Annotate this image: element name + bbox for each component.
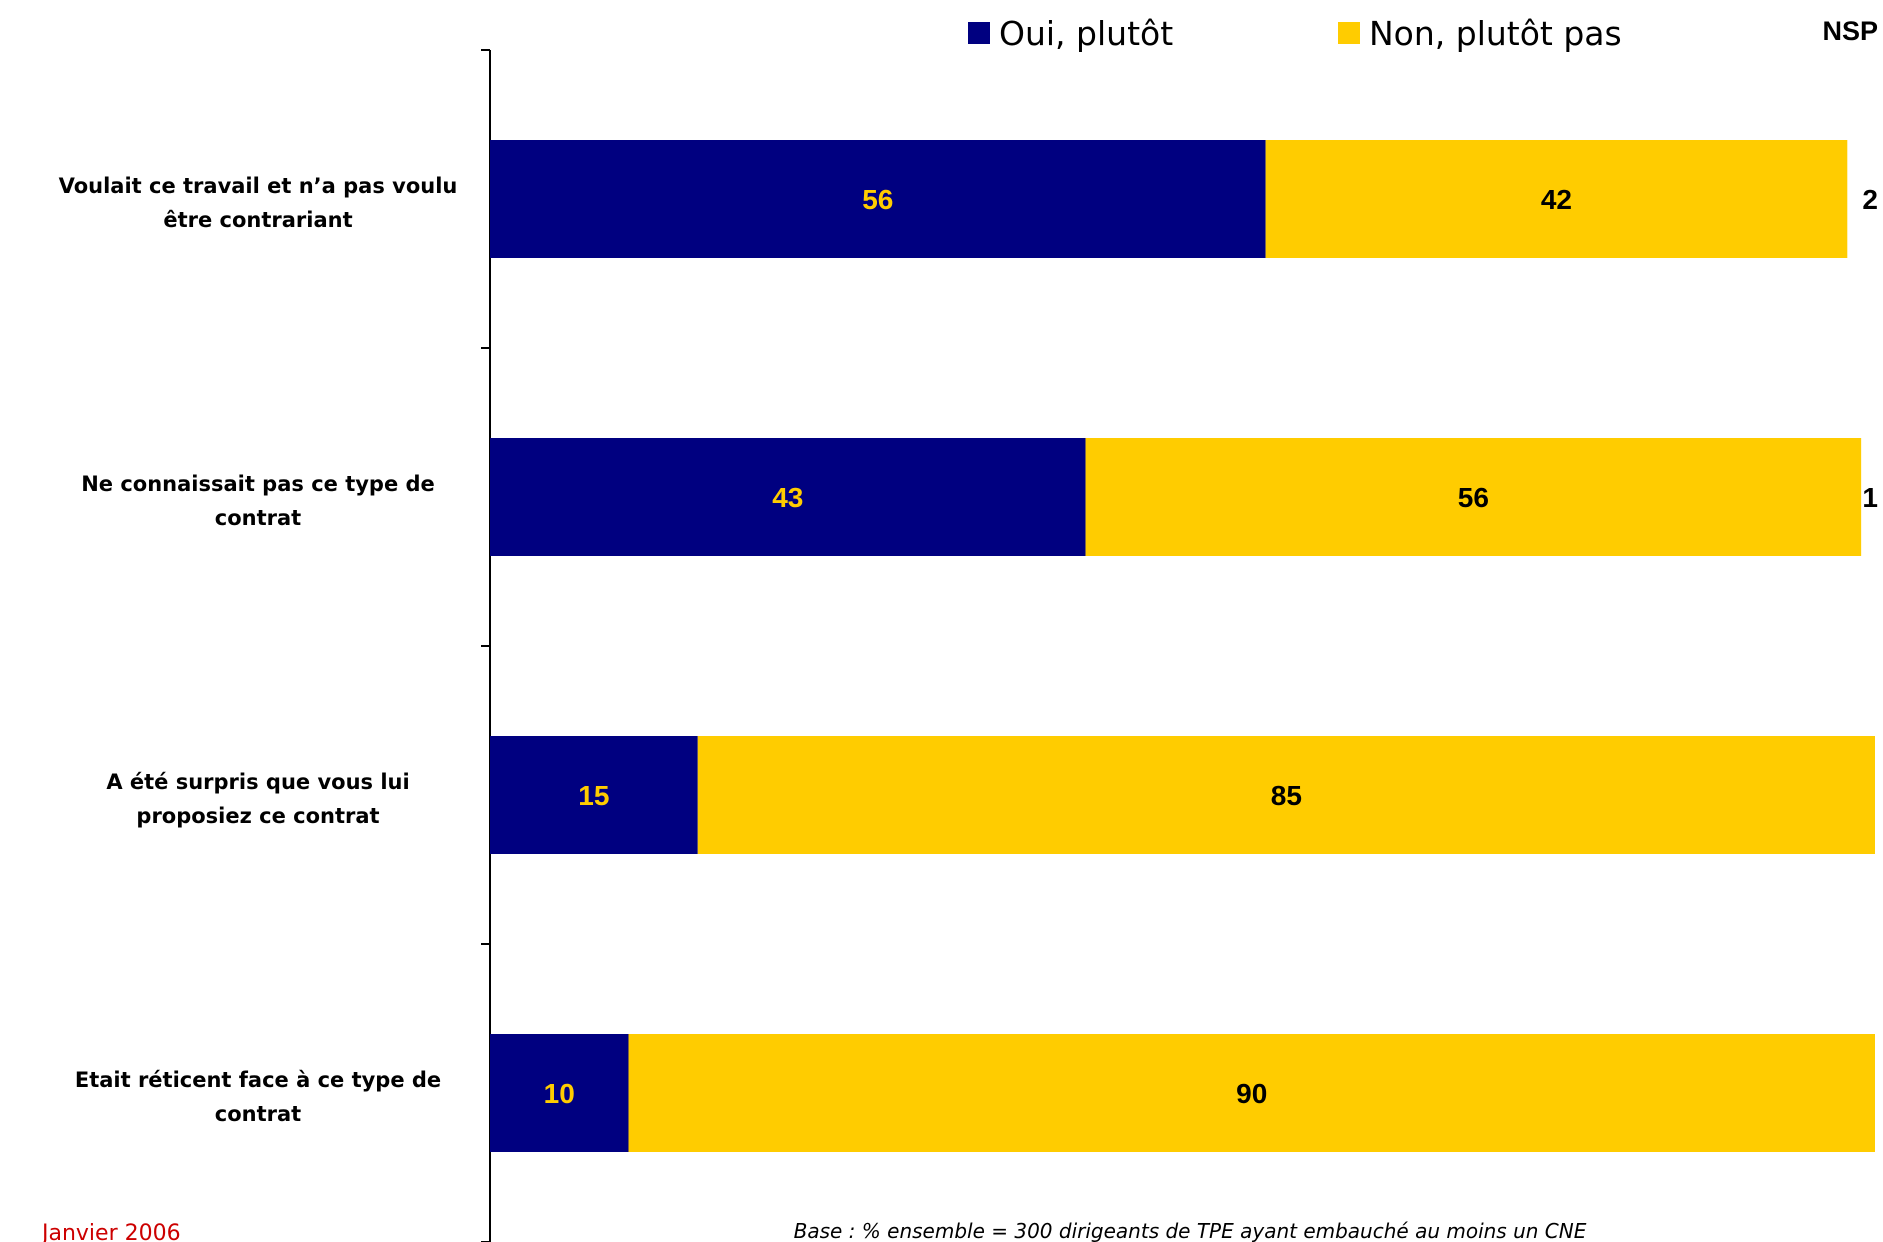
legend-swatch xyxy=(1338,22,1360,44)
bar-segment-non xyxy=(697,736,1875,854)
bar-segment-oui xyxy=(490,736,698,854)
data-label: 42 xyxy=(1541,184,1572,215)
base-note: Base : % ensemble = 300 dirigeants de TP… xyxy=(794,1219,1587,1242)
bar-segment-oui xyxy=(490,1034,629,1152)
bar-segment-non xyxy=(1085,438,1862,556)
bar-segment-oui xyxy=(490,140,1266,258)
data-label: 90 xyxy=(1236,1078,1267,1109)
data-label: 15 xyxy=(578,780,609,811)
category-axis xyxy=(481,49,491,1242)
legend-label: Non, plutôt pas xyxy=(1369,14,1622,53)
legend: Oui, plutôt Non, plutôt pas xyxy=(968,14,1622,53)
bar-segment-non xyxy=(628,1034,1875,1152)
category-label: Ne connaissait pas ce type de contrat xyxy=(81,472,435,530)
data-label: 56 xyxy=(862,184,893,215)
category-label: Voulait ce travail et n’a pas voulu être … xyxy=(59,174,458,232)
data-label: 43 xyxy=(772,482,803,513)
data-label: 85 xyxy=(1271,780,1302,811)
legend-swatch xyxy=(968,22,990,44)
data-label: 56 xyxy=(1458,482,1489,513)
date-note: Janvier 2006 xyxy=(40,1221,181,1242)
bar-segment-oui xyxy=(490,438,1086,556)
category-label: Etait réticent face à ce type de contrat xyxy=(75,1068,441,1126)
nsp-value: 1 xyxy=(1862,482,1878,513)
bar-segment-non xyxy=(1265,140,1848,258)
nsp-column-header: NSP xyxy=(1822,16,1878,46)
data-label: 10 xyxy=(544,1078,575,1109)
legend-label: Oui, plutôt xyxy=(999,14,1173,53)
nsp-value: 2 xyxy=(1862,184,1878,215)
bars-group: 56 42 Voulait ce travail et n’a pas voulu ê… xyxy=(59,140,1878,1152)
category-label: A été surpris que vous lui proposiez ce c… xyxy=(106,770,409,828)
